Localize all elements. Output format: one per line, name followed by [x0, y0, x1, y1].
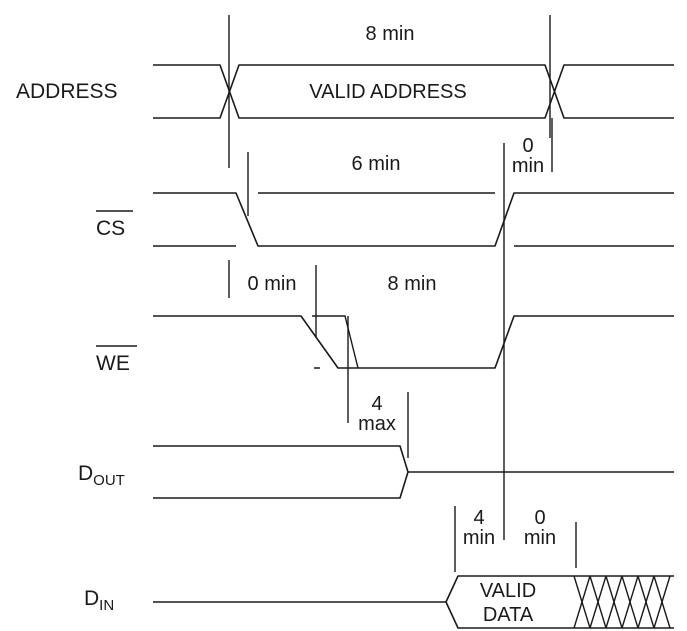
timing-data-setup-unit: min — [463, 527, 495, 549]
address-state-label: VALID ADDRESS — [309, 81, 466, 103]
signal-label-address: ADDRESS — [16, 80, 118, 103]
timing-data-setup-value: 4 — [473, 507, 484, 529]
timing-cs-low: 6 min — [352, 153, 401, 175]
timing-data-hold-unit: min — [524, 527, 556, 549]
timing-address-to-we: 0 min — [248, 273, 297, 295]
address-waveform-upper — [153, 64, 674, 119]
signal-label-dout: DOUT — [78, 462, 125, 489]
timing-address-hold-unit: min — [512, 155, 544, 177]
dout-subscript: OUT — [93, 472, 125, 489]
signal-label-we: WE — [96, 352, 130, 375]
timing-address-valid: 8 min — [366, 23, 415, 45]
cs-waveform — [153, 192, 674, 247]
signal-label-cs: CS — [96, 217, 125, 240]
din-base: D — [84, 587, 99, 610]
din-state-label-line2: DATA — [483, 604, 534, 626]
din-waveform-valid — [445, 575, 574, 629]
din-dont-care-region — [573, 575, 674, 629]
signal-label-din: DIN — [84, 587, 114, 614]
timing-we-low: 8 min — [388, 273, 437, 295]
din-hatch-backward — [573, 575, 671, 629]
timing-address-hold-value: 0 — [522, 135, 533, 157]
timing-output-disable-value: 4 — [371, 393, 382, 415]
din-subscript: IN — [99, 597, 114, 614]
din-state-label-line1: VALID — [480, 580, 536, 602]
we-waveform — [153, 315, 674, 369]
timing-output-disable-unit: max — [358, 413, 396, 435]
din-hatch-forward — [573, 575, 671, 629]
address-waveform-lower — [153, 64, 674, 119]
we-fall-uncertainty — [312, 315, 359, 369]
timing-data-hold-value: 0 — [534, 507, 545, 529]
dout-waveform-valid — [153, 445, 409, 499]
dout-base: D — [78, 462, 93, 485]
